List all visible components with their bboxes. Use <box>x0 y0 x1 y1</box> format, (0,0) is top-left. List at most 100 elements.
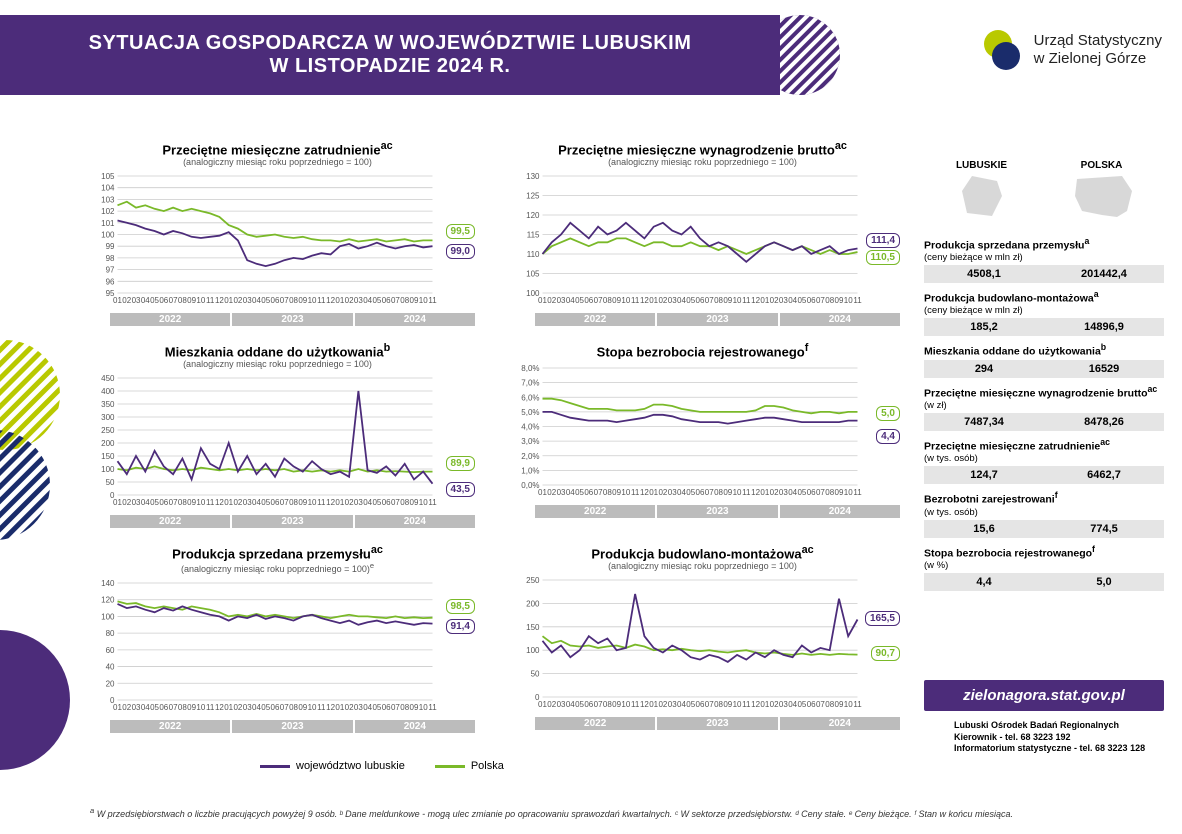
svg-text:09: 09 <box>612 296 621 305</box>
svg-text:10: 10 <box>308 296 317 305</box>
svg-text:05: 05 <box>150 703 159 712</box>
svg-text:07: 07 <box>594 296 603 305</box>
svg-text:400: 400 <box>101 387 115 396</box>
svg-text:05: 05 <box>150 498 159 507</box>
footnotes: a W przedsiębiorstwach o liczbie pracują… <box>90 806 1090 819</box>
svg-text:12: 12 <box>215 296 224 305</box>
svg-text:01: 01 <box>538 488 547 497</box>
svg-text:07: 07 <box>280 498 289 507</box>
svg-text:03: 03 <box>779 700 788 709</box>
svg-text:11: 11 <box>631 488 640 497</box>
svg-text:10: 10 <box>196 296 205 305</box>
chart-svg: 0204060801001201400102030405060708091011… <box>80 578 475 718</box>
svg-text:10: 10 <box>419 296 428 305</box>
svg-text:11: 11 <box>206 498 215 507</box>
svg-text:10: 10 <box>419 703 428 712</box>
chart-svg: 0501001502002500102030405060708091011120… <box>505 575 900 715</box>
svg-text:06: 06 <box>271 296 280 305</box>
logo-line1: Urząd Statystyczny <box>1034 32 1162 50</box>
stat-val-lubuskie: 4508,1 <box>924 265 1044 283</box>
svg-text:06: 06 <box>159 498 168 507</box>
svg-text:08: 08 <box>714 700 723 709</box>
svg-text:10: 10 <box>733 700 742 709</box>
svg-text:08: 08 <box>178 703 187 712</box>
svg-text:03: 03 <box>668 296 677 305</box>
svg-text:10: 10 <box>844 488 853 497</box>
svg-text:10: 10 <box>621 296 630 305</box>
svg-text:11: 11 <box>742 700 751 709</box>
svg-text:06: 06 <box>807 296 816 305</box>
svg-text:01: 01 <box>224 296 233 305</box>
svg-text:02: 02 <box>122 296 131 305</box>
svg-text:05: 05 <box>575 700 584 709</box>
svg-text:10: 10 <box>733 296 742 305</box>
svg-text:11: 11 <box>853 700 862 709</box>
legend-series1: województwo lubuskie <box>296 760 405 772</box>
stat-val-polska: 8478,26 <box>1044 413 1164 431</box>
svg-text:50: 50 <box>531 670 540 679</box>
svg-text:08: 08 <box>289 703 298 712</box>
stat-row: Przeciętne miesięczne zatrudnienieac(w t… <box>924 437 1164 484</box>
svg-text:03: 03 <box>557 296 566 305</box>
svg-text:09: 09 <box>835 296 844 305</box>
svg-text:06: 06 <box>696 488 705 497</box>
stat-label: Stopa bezrobocia rejestrowanegof <box>924 544 1164 560</box>
svg-text:06: 06 <box>584 488 593 497</box>
svg-text:07: 07 <box>280 296 289 305</box>
stat-label: Bezrobotni zarejestrowanif <box>924 490 1164 506</box>
svg-text:10: 10 <box>196 703 205 712</box>
svg-text:04: 04 <box>677 700 686 709</box>
svg-text:04: 04 <box>363 296 372 305</box>
stat-val-lubuskie: 124,7 <box>924 466 1044 484</box>
stat-val-lubuskie: 15,6 <box>924 520 1044 538</box>
stat-unit: (w %) <box>924 560 1164 571</box>
svg-text:04: 04 <box>566 488 575 497</box>
svg-text:150: 150 <box>526 623 540 632</box>
stat-val-lubuskie: 7487,34 <box>924 413 1044 431</box>
svg-text:96: 96 <box>106 278 115 287</box>
svg-text:02: 02 <box>233 703 242 712</box>
end-label-purple: 91,4 <box>446 619 475 634</box>
url-band[interactable]: zielonagora.stat.gov.pl <box>924 680 1164 711</box>
svg-text:04: 04 <box>252 498 261 507</box>
end-label-green: 90,7 <box>871 646 900 661</box>
svg-text:09: 09 <box>835 700 844 709</box>
svg-text:08: 08 <box>603 488 612 497</box>
svg-text:09: 09 <box>298 703 307 712</box>
svg-text:02: 02 <box>122 498 131 507</box>
svg-text:04: 04 <box>566 700 575 709</box>
svg-text:07: 07 <box>594 488 603 497</box>
svg-text:200: 200 <box>101 439 115 448</box>
svg-text:10: 10 <box>621 488 630 497</box>
svg-text:03: 03 <box>779 296 788 305</box>
stat-unit: (w tys. osób) <box>924 453 1164 464</box>
svg-text:12: 12 <box>215 498 224 507</box>
chart-title: Mieszkania oddane do użytkowaniab <box>80 342 475 359</box>
svg-text:05: 05 <box>150 296 159 305</box>
chart-subtitle: (analogiczny miesiąc roku poprzedniego =… <box>80 561 475 574</box>
year-bar: 202220232024 <box>110 720 475 733</box>
svg-text:03: 03 <box>132 296 141 305</box>
logo-icon <box>984 30 1024 70</box>
svg-text:08: 08 <box>603 700 612 709</box>
svg-text:07: 07 <box>705 700 714 709</box>
svg-text:130: 130 <box>526 172 540 181</box>
svg-text:80: 80 <box>106 629 115 638</box>
svg-text:02: 02 <box>345 703 354 712</box>
svg-text:350: 350 <box>101 400 115 409</box>
deco-circle-purple <box>0 630 70 770</box>
svg-text:12: 12 <box>640 700 649 709</box>
svg-text:06: 06 <box>159 296 168 305</box>
svg-text:05: 05 <box>575 488 584 497</box>
svg-text:09: 09 <box>410 498 419 507</box>
end-label-green: 110,5 <box>866 250 900 265</box>
stat-unit: (ceny bieżące w mln zł) <box>924 305 1164 316</box>
svg-text:04: 04 <box>363 498 372 507</box>
svg-text:07: 07 <box>816 488 825 497</box>
svg-text:02: 02 <box>233 296 242 305</box>
svg-text:01: 01 <box>760 700 769 709</box>
svg-text:01: 01 <box>538 700 547 709</box>
svg-text:01: 01 <box>113 703 122 712</box>
svg-text:03: 03 <box>668 488 677 497</box>
svg-text:250: 250 <box>101 426 115 435</box>
